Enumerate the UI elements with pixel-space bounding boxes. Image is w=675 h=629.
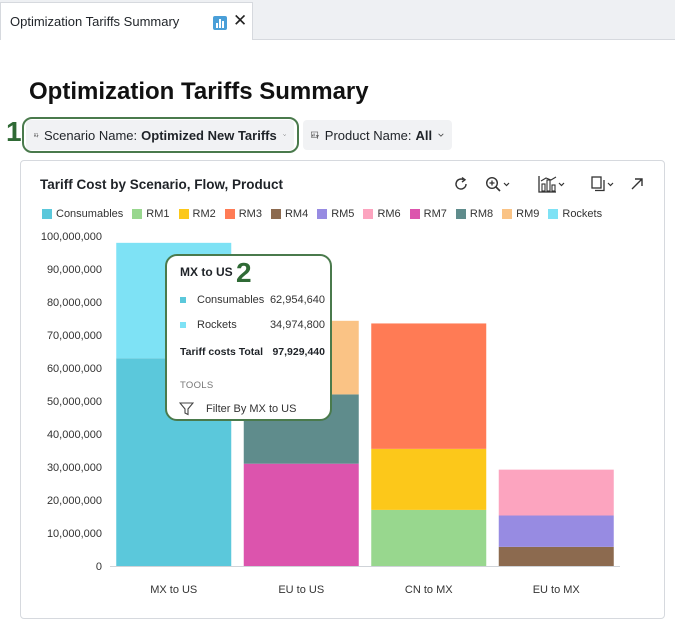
page-title: Optimization Tariffs Summary xyxy=(29,78,369,105)
chart-card xyxy=(20,160,665,619)
tab-optimization-tariffs-summary[interactable]: Optimization Tariffs Summary ✕ xyxy=(0,2,253,40)
legend-item-consumables[interactable]: Consumables xyxy=(42,208,123,220)
legend-swatch xyxy=(502,209,513,219)
legend-label: RM6 xyxy=(377,208,401,220)
scenario-filter-value: Optimized New Tariffs xyxy=(141,127,277,143)
filter-by-label: Filter By MX to US xyxy=(206,403,297,415)
filter-by-button[interactable]: Filter By MX to US xyxy=(179,402,296,416)
legend-label: RM9 xyxy=(516,208,540,220)
legend-swatch xyxy=(409,209,420,219)
legend-label: RM2 xyxy=(192,208,216,220)
legend-label: RM7 xyxy=(423,208,447,220)
legend-swatch xyxy=(42,209,52,219)
legend-swatch xyxy=(548,209,559,219)
legend-swatch xyxy=(132,209,143,219)
legend-item-rockets[interactable]: Rockets xyxy=(548,208,602,220)
series-swatch xyxy=(180,297,186,303)
legend-swatch xyxy=(317,209,328,219)
tooltip-row: Consumables 62,954,640 xyxy=(180,294,325,306)
legend-item-rm1[interactable]: RM1 xyxy=(132,208,170,220)
legend-label: RM5 xyxy=(331,208,355,220)
legend-label: RM1 xyxy=(146,208,170,220)
series-swatch xyxy=(180,322,186,328)
annotation-number-1: 1 xyxy=(6,116,22,147)
tab-title: Optimization Tariffs Summary xyxy=(10,14,180,29)
bar-chart-icon xyxy=(213,16,227,30)
legend-swatch xyxy=(178,209,189,219)
chart-title: Tariff Cost by Scenario, Flow, Product xyxy=(40,177,284,192)
annotation-number-2: 2 xyxy=(236,257,252,288)
tooltip-title: MX to US xyxy=(180,265,233,279)
refresh-icon[interactable] xyxy=(453,175,469,193)
chart-type-icon[interactable] xyxy=(538,175,566,193)
legend-label: RM4 xyxy=(284,208,309,220)
copy-icon[interactable] xyxy=(591,175,617,193)
product-filter-label: Product Name: xyxy=(324,127,412,143)
scenario-filter-dropdown[interactable]: Scenario Name: Optimized New Tariffs xyxy=(26,120,294,150)
legend-swatch xyxy=(224,209,235,219)
legend-item-rm7[interactable]: RM7 xyxy=(409,208,447,220)
legend-item-rm4[interactable]: RM4 xyxy=(270,208,309,220)
close-icon[interactable]: ✕ xyxy=(233,11,248,30)
legend-label: RM3 xyxy=(238,208,262,220)
tooltip-tools-heading: TOOLS xyxy=(180,380,214,391)
scenario-filter-label: Scenario Name: xyxy=(43,127,138,143)
legend-label: RM8 xyxy=(469,208,494,220)
legend-item-rm6[interactable]: RM6 xyxy=(363,208,401,220)
tooltip-total: Tariff costs Total 97,929,440 xyxy=(180,346,325,358)
legend-swatch xyxy=(363,209,374,219)
filter-icon xyxy=(34,132,39,137)
legend-item-rm5[interactable]: RM5 xyxy=(317,208,354,220)
legend-swatch xyxy=(270,209,281,219)
chart-legend: Consumables RM1 RM2 RM3 RM4 RM5 RM6 RM7 RM8 RM9 Ro… xyxy=(42,207,611,221)
expand-icon[interactable] xyxy=(630,175,644,193)
legend-label: Consumables xyxy=(56,208,124,220)
tooltip-row-value: 62,954,640 xyxy=(269,294,325,306)
product-filter-value: All xyxy=(415,127,433,143)
legend-item-rm8[interactable]: RM8 xyxy=(455,208,494,220)
tooltip-row-value: 34,974,800 xyxy=(269,319,325,331)
tab-bar: Optimization Tariffs Summary ✕ xyxy=(0,0,675,40)
chevron-down-icon xyxy=(438,133,444,137)
filter-icon xyxy=(311,131,320,139)
legend-item-rm3[interactable]: RM3 xyxy=(224,208,262,220)
legend-item-rm9[interactable]: RM9 xyxy=(502,208,539,220)
tooltip-total-label: Tariff costs Total xyxy=(180,346,264,358)
chevron-down-icon xyxy=(282,134,286,136)
tooltip-total-value: 97,929,440 xyxy=(272,346,325,358)
funnel-icon xyxy=(179,402,194,416)
legend-item-rm2[interactable]: RM2 xyxy=(178,208,216,220)
tooltip-row-label: Consumables xyxy=(197,294,265,306)
zoom-icon[interactable] xyxy=(485,175,512,193)
legend-swatch xyxy=(455,209,466,219)
tooltip-row: Rockets 34,974,800 xyxy=(180,319,325,331)
legend-label: Rockets xyxy=(562,208,603,220)
bar-tooltip: MX to US Consumables 62,954,640 Rockets … xyxy=(165,254,332,421)
product-filter-dropdown[interactable]: Product Name: All xyxy=(303,120,452,150)
tooltip-row-label: Rockets xyxy=(197,319,237,331)
annotation-highlight-1 xyxy=(22,117,299,153)
